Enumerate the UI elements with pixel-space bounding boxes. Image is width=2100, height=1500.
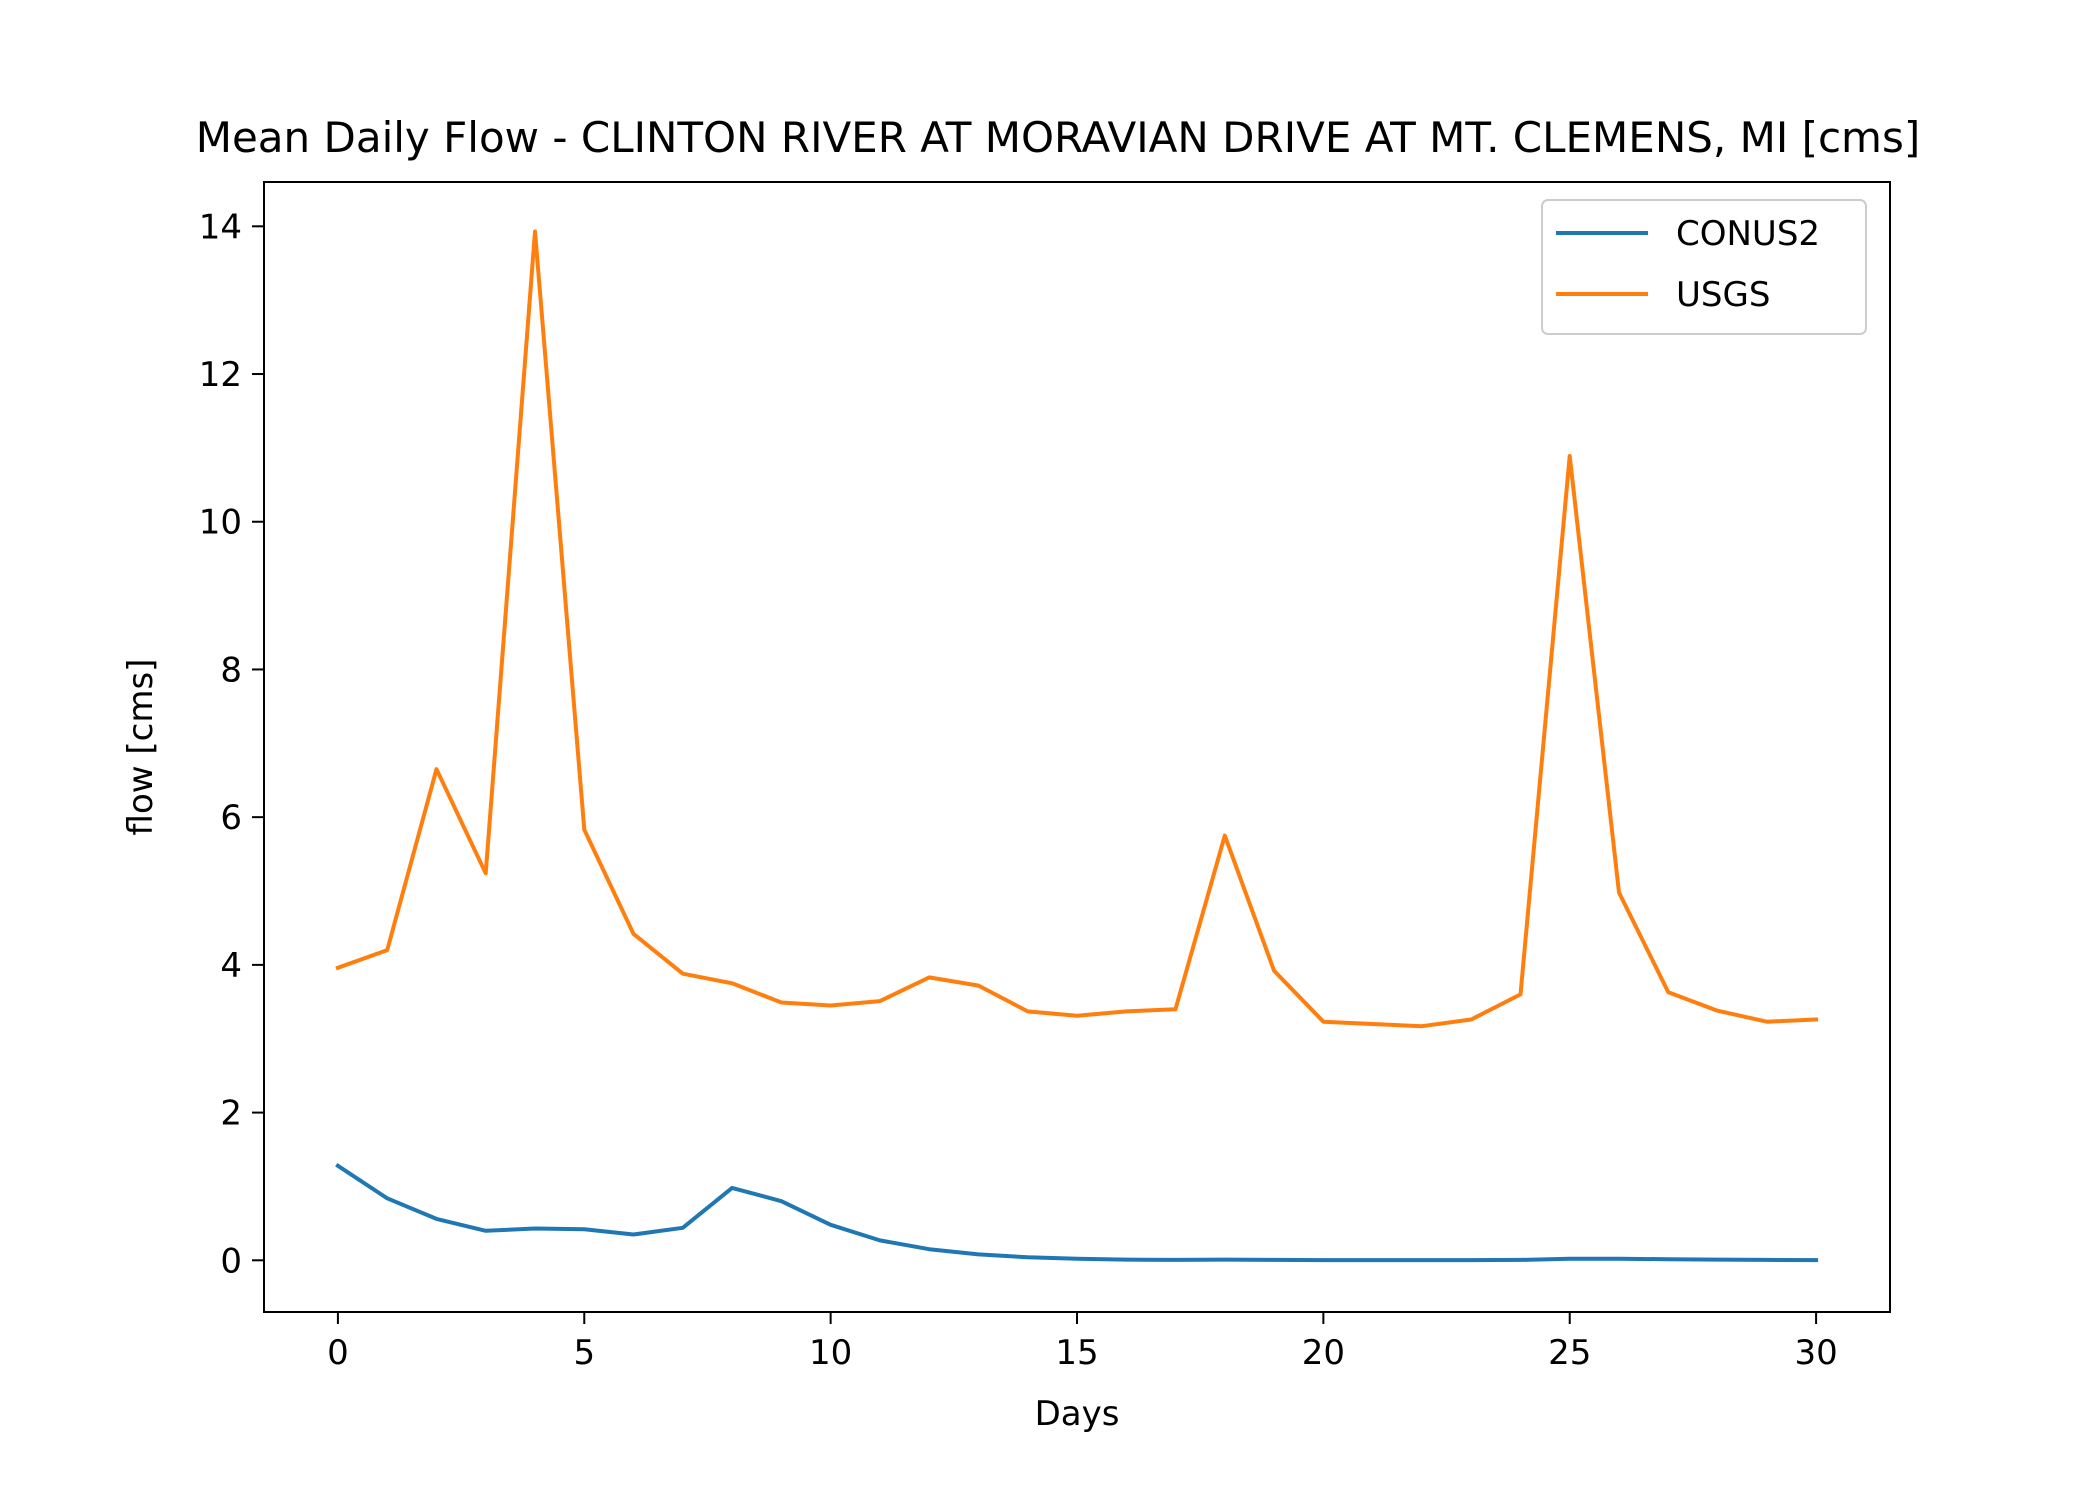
x-axis: 0 5 10 15 20 25 30 [327,1312,1838,1373]
y-tick-label: 0 [220,1241,242,1281]
x-tick-label: 5 [573,1333,595,1373]
x-tick-label: 10 [809,1333,852,1373]
y-tick-label: 12 [199,355,242,395]
y-axis-title: flow [cms] [121,659,161,836]
x-axis-title: Days [1035,1394,1120,1434]
x-tick-label: 30 [1794,1333,1837,1373]
x-tick-label: 20 [1302,1333,1345,1373]
series-line-usgs [335,229,1819,1029]
y-tick-label: 8 [220,650,242,690]
series-line-conus2 [335,1163,1819,1263]
legend: CONUS2 USGS [1541,199,1867,335]
y-tick-label: 6 [220,798,242,838]
legend-label-conus2: CONUS2 [1676,214,1820,254]
axes-frame [263,181,1891,1313]
y-tick-label: 4 [220,946,242,986]
y-tick-label: 14 [199,207,242,247]
x-tick-label: 15 [1055,1333,1098,1373]
y-tick-label: 10 [199,503,242,543]
x-tick-label: 25 [1548,1333,1591,1373]
plot-area [335,229,1819,1263]
legend-label-usgs: USGS [1676,275,1770,315]
y-tick-label: 2 [220,1094,242,1134]
chart-title: Mean Daily Flow - CLINTON RIVER AT MORAV… [196,113,1921,162]
y-axis: 0 2 4 6 8 10 12 14 [199,207,264,1281]
x-tick-label: 0 [327,1333,349,1373]
